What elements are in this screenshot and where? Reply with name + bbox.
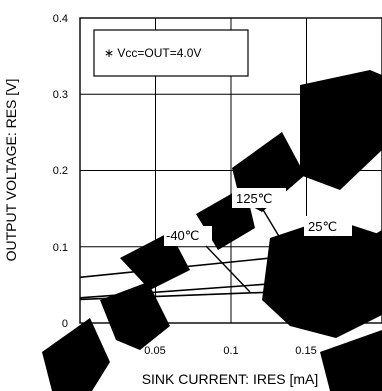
series-label-125c: 125℃	[236, 191, 272, 206]
y-tick-label: 0.1	[53, 242, 68, 254]
condition-note-box	[93, 29, 249, 77]
leader-minus40c	[205, 245, 251, 293]
y-tick-label: 0.3	[53, 89, 68, 101]
condition-note: ∗ Vcc=OUT=4.0V	[104, 46, 201, 60]
leader-125c	[261, 207, 293, 259]
series-label-25c: 25℃	[308, 219, 337, 234]
plot-frame	[79, 17, 382, 324]
series-labels: 125℃ 25℃ -40℃	[164, 188, 363, 293]
x-tick-label: 0.15	[295, 345, 316, 357]
x-tick-label: 0.1	[223, 345, 238, 357]
y-tick-labels: 0 0.1 0.2 0.3 0.4	[53, 13, 68, 330]
leader-25c	[333, 235, 363, 279]
y-tick-label: 0	[62, 318, 68, 330]
series-label-minus40c: -40℃	[166, 228, 199, 243]
x-axis-title: SINK CURRENT: IRES [mA]	[142, 371, 319, 387]
watermark	[42, 70, 382, 391]
y-axis-title: OUTPUT VOLTAGE: RES [V]	[3, 79, 19, 262]
x-tick-label: 0.05	[144, 345, 165, 357]
y-tick-label: 0.4	[53, 13, 68, 25]
y-tick-label: 0.2	[53, 165, 68, 177]
